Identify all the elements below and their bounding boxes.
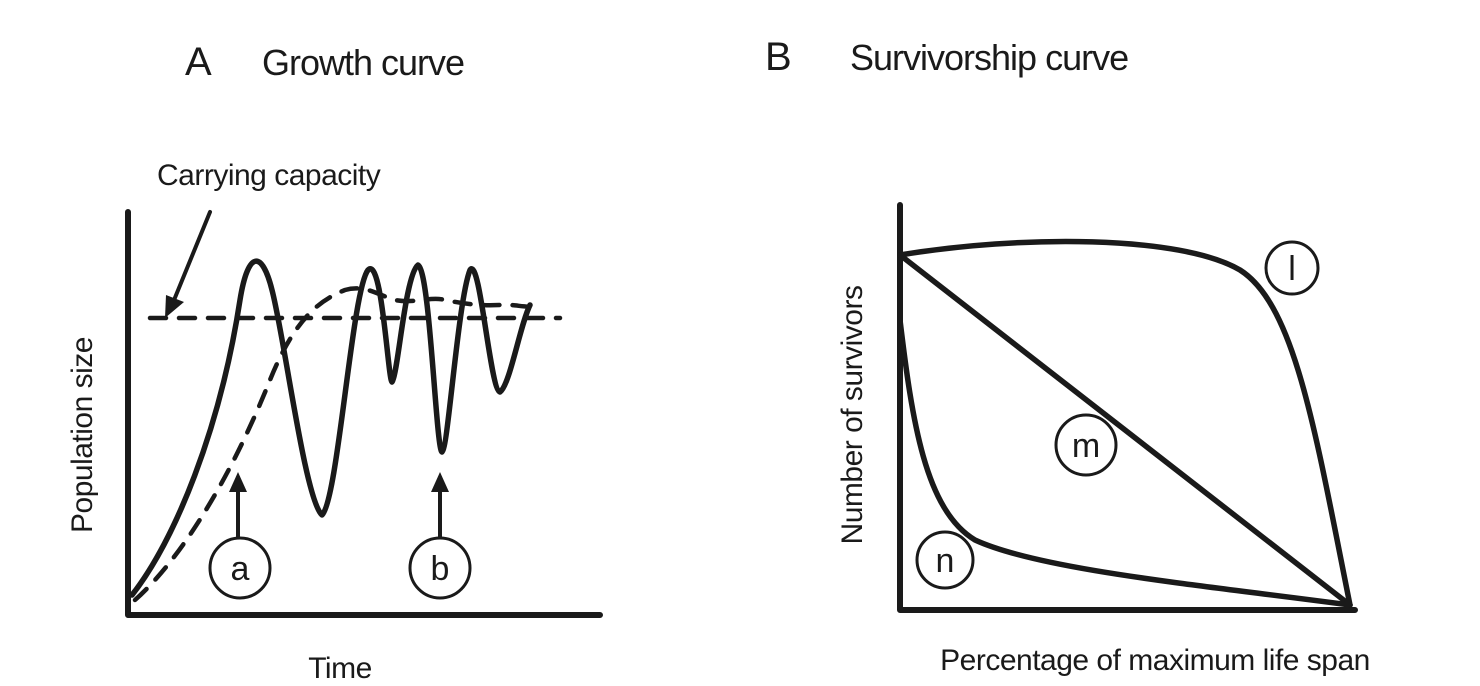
panel-a-xlabel: Time [308, 652, 372, 685]
label-l: l [1288, 250, 1296, 288]
panel-a-title: Growth curve [262, 42, 464, 83]
carrying-capacity-arrowhead [165, 295, 184, 318]
label-b: b [431, 550, 450, 588]
oscillating-growth-curve [132, 261, 530, 595]
carrying-capacity-arrow [172, 212, 210, 305]
carrying-capacity-label: Carrying capacity [157, 159, 381, 192]
panel-b-letter: B [765, 35, 792, 79]
label-m: m [1072, 427, 1100, 465]
logistic-growth-curve [135, 288, 535, 600]
panel-b-title: Survivorship curve [850, 37, 1128, 78]
panel-b: B Survivorship curve l m n Number of sur… [765, 35, 1370, 677]
panel-a-ylabel: Population size [66, 337, 99, 533]
arrow-a-head [229, 472, 247, 492]
arrow-b-head [431, 472, 449, 492]
label-n: n [936, 542, 955, 580]
panel-b-ylabel: Number of survivors [836, 286, 869, 545]
panel-a-letter: A [185, 40, 212, 84]
panel-b-xlabel: Percentage of maximum life span [940, 644, 1370, 677]
panel-a: A Growth curve Carrying capacity a b Pop… [66, 40, 600, 685]
label-a: a [231, 550, 250, 588]
